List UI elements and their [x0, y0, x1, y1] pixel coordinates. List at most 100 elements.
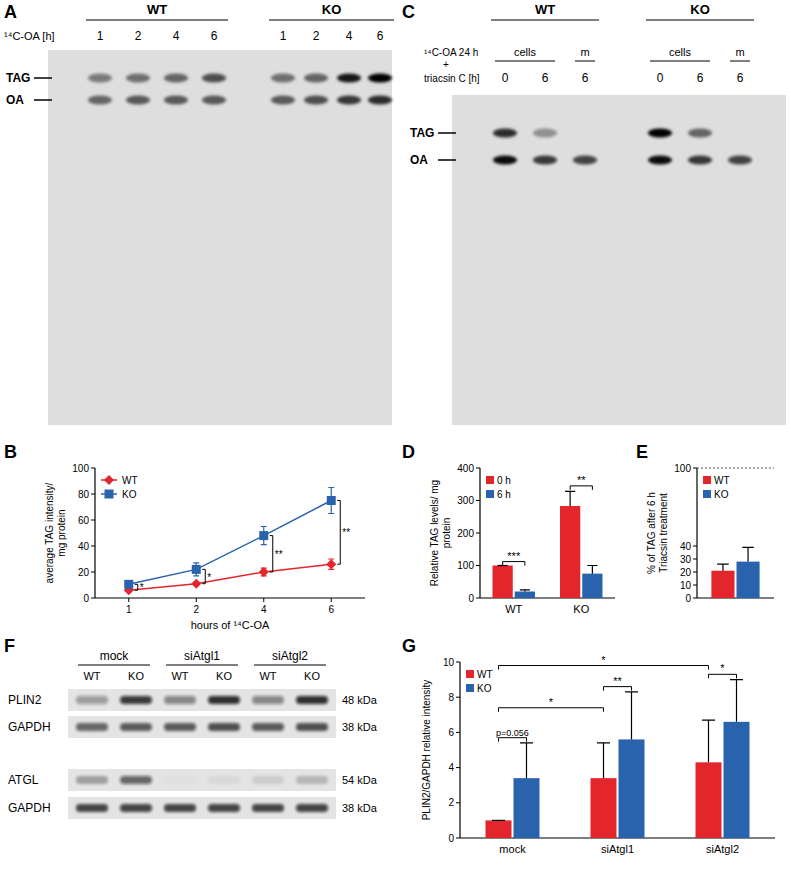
- bar: [560, 506, 580, 598]
- series-line: [129, 501, 332, 585]
- y-tick-label: 100: [457, 560, 474, 571]
- y-tick-label: 20: [78, 567, 90, 578]
- y-axis-label-line: protein: [441, 518, 452, 549]
- lane-label: 6: [211, 29, 218, 43]
- row-label: ¹⁴C-OA [h]: [4, 30, 55, 42]
- blot-band: [296, 696, 328, 704]
- blot-band: [296, 723, 328, 731]
- chart-bar: D0100200300400Relative TAG levels/ mgpro…: [402, 442, 615, 615]
- blot-band: [208, 723, 240, 731]
- tlc-spot: [126, 96, 150, 105]
- tlc-spot: [368, 96, 392, 105]
- y-tick: [476, 468, 480, 469]
- legend-swatch: [105, 490, 114, 499]
- x-tick: [196, 598, 197, 602]
- tlc-spot: [533, 129, 557, 138]
- x-tick: [263, 598, 264, 602]
- group-header: WT: [147, 2, 167, 17]
- significance-label: *: [140, 582, 144, 593]
- legend-swatch: [486, 490, 494, 498]
- y-tick: [693, 585, 697, 586]
- lane-label: 6: [542, 71, 549, 85]
- y-axis-label-line: PLIN2/GAPDH relative intensity: [421, 680, 432, 821]
- row-label: ¹⁴C-OA 24 h: [424, 47, 478, 58]
- y-tick-label: 400: [457, 463, 474, 474]
- y-axis: [459, 662, 460, 838]
- significance-bracket: [337, 501, 340, 565]
- tlc-spot: [688, 156, 712, 165]
- lane-label: WT: [259, 670, 276, 682]
- y-axis-label-line: Relative TAG levels/ mg: [429, 480, 440, 586]
- y-tick: [476, 598, 480, 599]
- y-tick-label: 0: [468, 593, 474, 604]
- blot-band: [120, 723, 152, 731]
- group-header: KO: [322, 2, 342, 17]
- y-axis-label: average TAG intensity/mg protein: [44, 482, 67, 583]
- legend-label: WT: [122, 475, 138, 486]
- spot-pointer: [438, 159, 456, 161]
- lane-label: 6: [582, 71, 589, 85]
- panel-letter: B: [4, 442, 17, 462]
- error-bar: [597, 743, 610, 778]
- blot-band: [252, 804, 284, 812]
- legend-swatch: [466, 684, 474, 692]
- y-tick: [91, 494, 95, 495]
- legend-marker: [104, 475, 114, 485]
- y-tick: [456, 767, 460, 768]
- bar: [591, 778, 617, 838]
- blot-band: [252, 696, 284, 704]
- legend-label: WT: [714, 475, 730, 486]
- panel-letter: G: [402, 636, 416, 656]
- plot-area: [711, 547, 759, 598]
- y-tick: [456, 662, 460, 663]
- legend: WTKO: [466, 669, 493, 694]
- group-underline: [269, 19, 394, 20]
- error-bar: [717, 564, 729, 571]
- y-tick: [456, 838, 460, 839]
- y-tick: [456, 732, 460, 733]
- blot-size: 38 kDa: [342, 802, 378, 814]
- marker: [259, 567, 269, 577]
- blot-band: [164, 696, 196, 704]
- significance-label: *: [720, 662, 725, 674]
- legend: WTKO: [703, 475, 730, 500]
- y-tick-label: 40: [680, 541, 692, 552]
- spot-pointer: [34, 99, 52, 101]
- x-axis-label: hours of ¹⁴C-OA: [191, 619, 270, 631]
- x-axis: [697, 597, 774, 598]
- legend-label: WT: [477, 669, 493, 680]
- blot-band: [164, 804, 196, 812]
- group-header: KO: [690, 2, 710, 17]
- significance-bracket: [499, 708, 604, 712]
- y-tick: [456, 802, 460, 803]
- significance-label: **: [342, 527, 350, 538]
- blot-size: 48 kDa: [342, 694, 378, 706]
- sample-label: m: [735, 46, 744, 58]
- group-header: WT: [535, 2, 555, 17]
- tlc-spot: [728, 156, 752, 165]
- spot-label: OA: [410, 153, 428, 167]
- y-tick-label: 30: [680, 554, 692, 565]
- x-tick-label: 6: [328, 604, 334, 615]
- tlc-spot: [202, 74, 226, 83]
- significance-bracket: [135, 584, 138, 590]
- significance-bracket: [570, 486, 592, 490]
- panel-letter: E: [636, 442, 648, 462]
- tlc-panel: AWTKO12461246TAGOA: [4, 2, 394, 425]
- y-tick: [91, 598, 95, 599]
- lane-label: 0: [657, 71, 664, 85]
- significance-label: *: [601, 654, 606, 666]
- y-tick: [693, 572, 697, 573]
- blot-band: [120, 804, 152, 812]
- y-tick: [693, 468, 697, 469]
- lane-label: 6: [737, 71, 744, 85]
- x-tick-label: 4: [261, 604, 267, 615]
- x-tick-label: siAtgl2: [706, 843, 739, 855]
- figure: B020406080100average TAG intensity/mg pr…: [0, 0, 791, 874]
- marker: [192, 565, 201, 574]
- panel-letter: A: [4, 2, 17, 22]
- marker: [124, 580, 133, 589]
- y-tick-label: 100: [674, 463, 691, 474]
- error-bar: [702, 720, 715, 762]
- tlc-spot: [126, 74, 150, 83]
